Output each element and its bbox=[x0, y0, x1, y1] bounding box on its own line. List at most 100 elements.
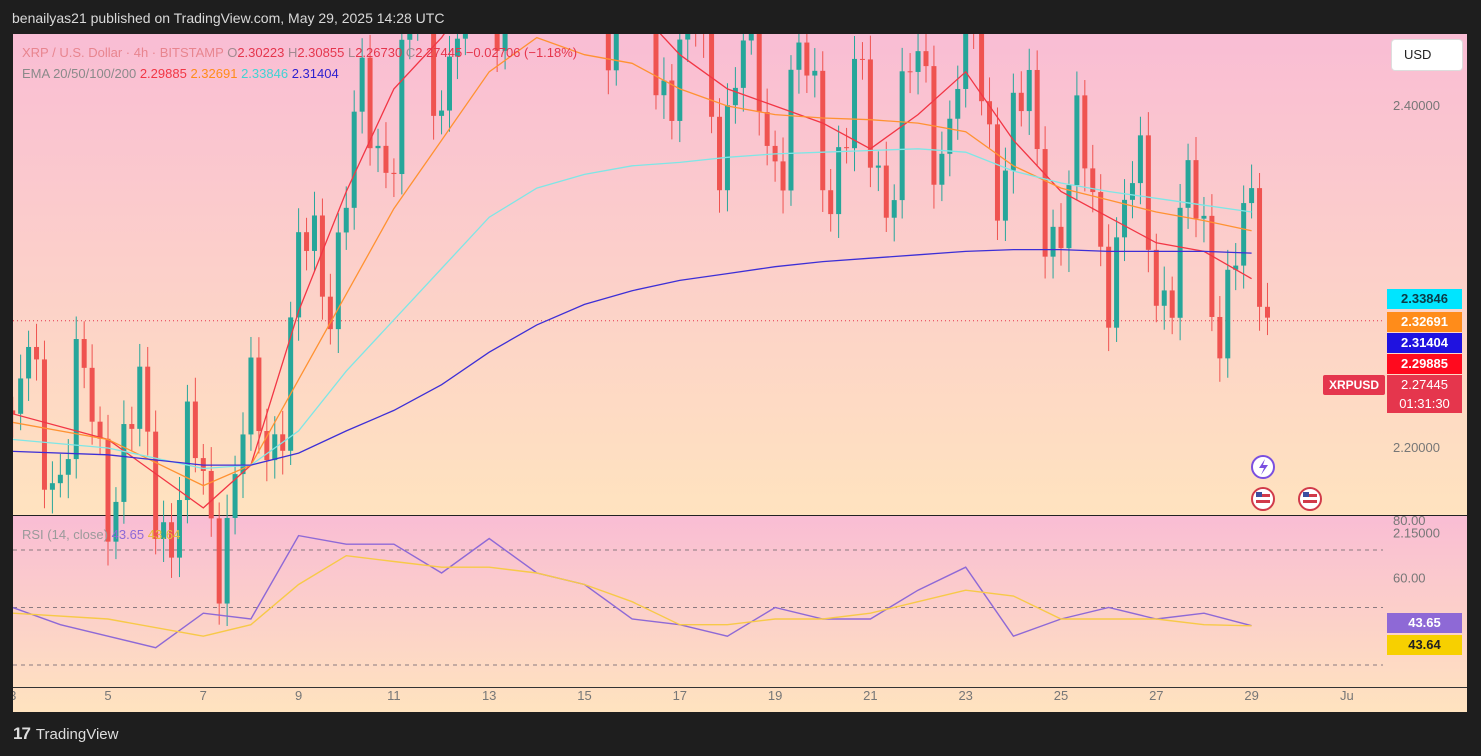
candle-body bbox=[1169, 290, 1175, 318]
candle-body bbox=[288, 317, 294, 451]
candle-body bbox=[208, 470, 214, 519]
candle-body bbox=[812, 70, 818, 76]
candle-body bbox=[923, 51, 929, 67]
candle-body bbox=[1201, 215, 1207, 219]
candle-15 bbox=[129, 406, 135, 451]
high-value: 2.30855 bbox=[297, 45, 345, 60]
candle-body bbox=[240, 434, 246, 475]
candle-body bbox=[351, 111, 357, 208]
candle-body bbox=[709, 34, 715, 117]
candle-126 bbox=[1010, 73, 1016, 194]
chart-canvas[interactable]: 2.600002.550002.500002.450002.400002.200… bbox=[13, 34, 1467, 712]
candle-body bbox=[836, 147, 842, 215]
ema-line-0 bbox=[13, 34, 1252, 509]
candle-body bbox=[605, 34, 611, 71]
close-label: C bbox=[405, 45, 416, 60]
candle-body bbox=[669, 80, 675, 121]
price-pane-background bbox=[13, 34, 1467, 515]
footer-brand[interactable]: 17 TradingView bbox=[13, 724, 118, 744]
candle-body bbox=[216, 518, 222, 604]
candle-body bbox=[1050, 226, 1056, 257]
candle-84 bbox=[677, 34, 683, 143]
candle-body bbox=[311, 215, 317, 251]
price-axis-tick-6: 2.15000 bbox=[1393, 526, 1440, 541]
candle-135 bbox=[1082, 80, 1088, 192]
candle-body bbox=[867, 59, 873, 168]
close-value: 2.27445 bbox=[415, 45, 463, 60]
candle-143 bbox=[1145, 112, 1151, 273]
candle-95 bbox=[764, 88, 770, 166]
lightning-icon bbox=[1251, 455, 1275, 479]
candle-body bbox=[224, 517, 230, 604]
ema20-value: 2.29885 bbox=[139, 66, 187, 81]
rsi-ma-legend-value: 43.64 bbox=[147, 527, 181, 542]
candle-138 bbox=[1106, 224, 1112, 352]
candle-body bbox=[1098, 192, 1104, 247]
currency-button[interactable]: USD bbox=[1391, 39, 1463, 71]
candle-body bbox=[319, 215, 325, 297]
candle-body bbox=[947, 118, 953, 154]
us-flag-icon-stripe bbox=[1303, 494, 1317, 497]
candle-56 bbox=[454, 34, 460, 80]
candle-body bbox=[613, 34, 619, 71]
ema-line-1 bbox=[13, 36, 1252, 487]
candle-20 bbox=[169, 503, 175, 578]
ema20-price-tag: 2.29885 bbox=[1387, 354, 1462, 374]
candle-body bbox=[49, 483, 55, 490]
candle-6 bbox=[57, 453, 63, 498]
price-axis-tick-5: 2.20000 bbox=[1393, 440, 1440, 455]
last-price: 2.27445 bbox=[1401, 377, 1448, 392]
candle-body bbox=[153, 431, 159, 539]
candle-90 bbox=[724, 83, 730, 212]
candle-body bbox=[113, 501, 119, 542]
chart-frame[interactable]: 2.600002.550002.500002.450002.400002.200… bbox=[13, 34, 1467, 712]
candle-108 bbox=[867, 35, 873, 188]
rsi-legend: RSI (14, close) 43.65 43.64 bbox=[22, 527, 180, 542]
candle-body bbox=[756, 34, 762, 113]
candle-104 bbox=[836, 125, 842, 238]
candle-81 bbox=[653, 34, 659, 110]
candle-156 bbox=[1249, 164, 1255, 219]
candle-134 bbox=[1074, 71, 1080, 201]
candle-body bbox=[852, 58, 858, 149]
candle-body bbox=[161, 522, 167, 539]
candle-62 bbox=[502, 34, 508, 70]
candle-10 bbox=[89, 344, 95, 445]
candle-141 bbox=[1129, 161, 1135, 219]
ema50-price-tag: 2.32691 bbox=[1387, 312, 1462, 332]
rsi-line-1 bbox=[13, 554, 1252, 637]
candle-body bbox=[780, 161, 786, 191]
candle-43 bbox=[351, 90, 357, 230]
candle-body bbox=[121, 424, 127, 502]
candle-body bbox=[1002, 170, 1008, 221]
time-axis-tick-10: 23 bbox=[958, 688, 972, 703]
candle-body bbox=[26, 346, 32, 379]
time-axis-tick-4: 11 bbox=[387, 688, 401, 703]
candle-154 bbox=[1233, 243, 1239, 291]
candle-151 bbox=[1209, 194, 1215, 332]
candle-body bbox=[454, 38, 460, 57]
candle-body bbox=[145, 366, 151, 432]
candle-body bbox=[883, 165, 889, 218]
us-flag-icon bbox=[1298, 487, 1322, 511]
candle-body bbox=[979, 34, 985, 102]
us-flag-icon-ring bbox=[1251, 487, 1275, 511]
candle-body bbox=[740, 40, 746, 88]
us-flag-icon-stripe bbox=[1256, 494, 1270, 497]
candle-146 bbox=[1169, 276, 1175, 335]
candle-75 bbox=[605, 34, 611, 95]
candle-3 bbox=[34, 323, 40, 381]
candle-body bbox=[653, 34, 659, 96]
candle-body bbox=[804, 42, 810, 76]
rsi-legend-value: 43.65 bbox=[111, 527, 145, 542]
ema100-price-tag: 2.33846 bbox=[1387, 289, 1462, 309]
candle-body bbox=[304, 232, 310, 251]
candle-body bbox=[939, 153, 945, 185]
candle-body bbox=[502, 34, 508, 51]
ema100-value: 2.33846 bbox=[241, 66, 289, 81]
candle-body bbox=[1217, 316, 1223, 359]
candle-9 bbox=[81, 321, 87, 389]
candle-83 bbox=[669, 64, 675, 140]
publish-header: benailyas21 published on TradingView.com… bbox=[12, 10, 445, 26]
candle-body bbox=[1026, 69, 1032, 112]
